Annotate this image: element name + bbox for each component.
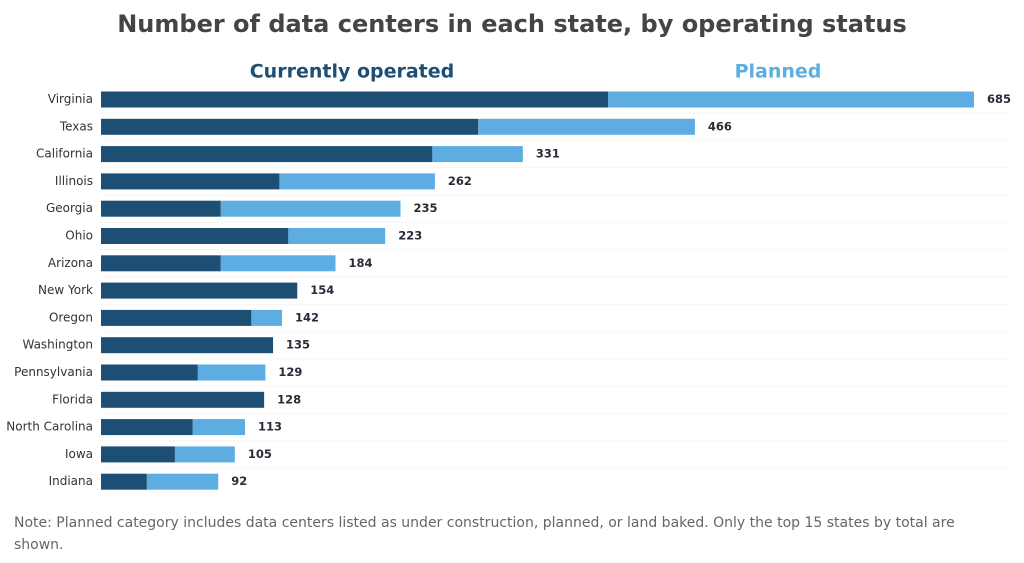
bar-segment (101, 282, 298, 299)
bar-segment (288, 228, 386, 244)
bar-segment (220, 255, 336, 272)
bar-segment (101, 118, 479, 135)
bar-segment (251, 309, 282, 326)
y-tick-label: Ohio (65, 229, 93, 243)
y-tick-label: Washington (22, 338, 93, 352)
y-tick-label: Pennsylvania (14, 365, 93, 379)
bar-segment (608, 91, 974, 108)
bar-segment (101, 446, 175, 463)
total-label: 685 (987, 92, 1011, 106)
y-tick-label: New York (38, 283, 93, 297)
bar-segment (146, 473, 219, 490)
bar-segment (101, 228, 289, 244)
note-box: Note: Planned category includes data cen… (14, 515, 955, 553)
total-label: 113 (258, 420, 282, 434)
total-label: 262 (448, 174, 472, 188)
total-label: 466 (708, 119, 732, 133)
total-label: 184 (348, 256, 372, 270)
bar-segment (101, 309, 252, 326)
total-label: 128 (277, 392, 301, 406)
y-tick-label: Illinois (55, 174, 93, 188)
total-label: 135 (286, 338, 310, 352)
bar-segment (101, 391, 265, 408)
bar-segment (101, 419, 193, 436)
total-label: 235 (413, 201, 437, 215)
y-tick-label: Florida (52, 392, 93, 406)
bar-segment (478, 118, 695, 135)
total-label: 223 (398, 229, 422, 243)
bar-segment (101, 337, 274, 354)
y-tick-label: Iowa (65, 447, 93, 461)
y-tick-label: California (36, 147, 93, 161)
bar-segment (279, 173, 435, 190)
bar-segment (101, 200, 221, 217)
bar-segment (432, 146, 523, 163)
chart-title: Number of data centers in each state, by… (117, 10, 907, 38)
y-tick-label: Oregon (49, 310, 93, 324)
bar-segment (101, 255, 221, 272)
total-label: 154 (310, 283, 334, 297)
total-label: 129 (278, 365, 302, 379)
y-tick-label: Georgia (46, 201, 93, 215)
bar-segment (101, 173, 280, 190)
bar-segment (197, 364, 266, 381)
bar-segment (192, 419, 246, 436)
bar-segment (101, 146, 433, 163)
total-label: 105 (248, 447, 272, 461)
y-tick-label: North Carolina (6, 420, 93, 434)
total-label: 142 (295, 310, 319, 324)
total-label: 331 (536, 147, 560, 161)
bar-segment (101, 91, 609, 108)
legend-entry: Currently operated (250, 61, 455, 83)
y-tick-label: Texas (59, 119, 93, 133)
bar-segment (101, 473, 147, 490)
note: Note: Planned category includes data cen… (14, 515, 955, 553)
bar-segment (174, 446, 235, 463)
bar-segment (220, 200, 401, 217)
legend-entry: Planned (735, 61, 822, 83)
total-label: 92 (231, 474, 247, 488)
bar-segment (101, 364, 198, 381)
y-tick-label: Indiana (49, 474, 93, 488)
y-tick-label: Arizona (48, 256, 93, 270)
y-tick-label: Virginia (48, 92, 93, 106)
